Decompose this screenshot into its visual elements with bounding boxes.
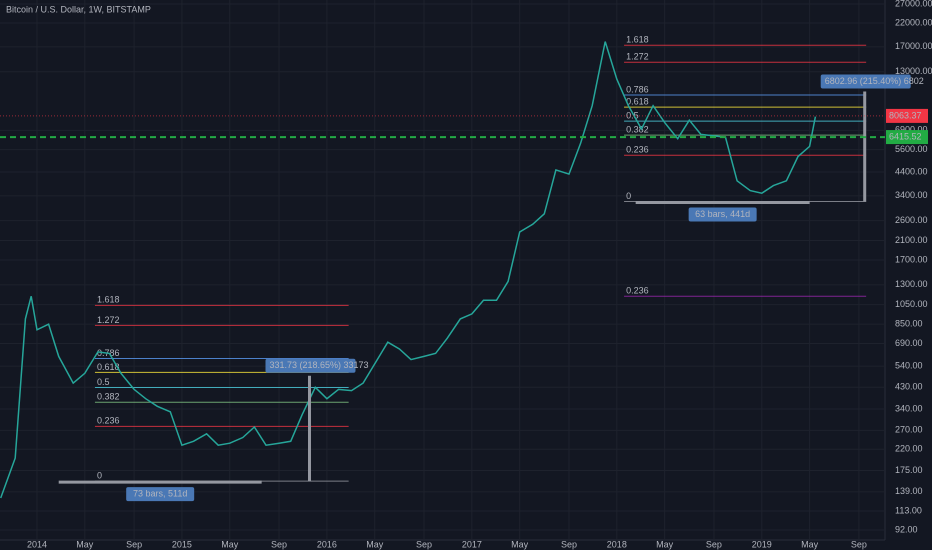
x-tick-label: May: [366, 539, 384, 549]
y-tick-label: 17000.00: [895, 41, 932, 51]
fib-label: 1.272: [97, 315, 120, 325]
fib-label: 0.236: [626, 145, 649, 155]
x-tick-label: May: [801, 539, 819, 549]
y-tick-label: 2100.00: [895, 235, 928, 245]
fib-label: 0.618: [626, 96, 649, 106]
x-tick-label: Sep: [126, 539, 142, 549]
fib-label: 0.5: [97, 377, 110, 387]
fib-label: 1.618: [97, 295, 120, 305]
y-tick-label: 540.00: [895, 361, 923, 371]
x-tick-label: 2018: [607, 539, 627, 549]
fib-label: 0.618: [97, 362, 120, 372]
x-tick-label: Sep: [706, 539, 722, 549]
y-tick-label: 3400.00: [895, 190, 928, 200]
y-tick-label: 4400.00: [895, 166, 928, 176]
y-tick-label: 113.00: [895, 505, 922, 515]
y-tick-label: 22000.00: [895, 17, 932, 27]
x-tick-label: 2014: [27, 539, 47, 549]
price-tag-label: 6415.52: [889, 131, 922, 141]
price-tag: [886, 108, 928, 123]
y-tick-label: 430.00: [895, 382, 923, 392]
x-tick-label: Sep: [851, 539, 867, 549]
y-tick-label: 270.00: [895, 425, 923, 435]
x-tick-label: 2019: [752, 539, 772, 549]
fib-label: 0.382: [97, 392, 120, 402]
fib-label: 0.382: [626, 125, 649, 135]
x-tick-label: May: [221, 539, 239, 549]
x-tick-label: May: [76, 539, 94, 549]
fib-label: 1.618: [626, 35, 649, 45]
y-tick-label: 92.00: [895, 524, 918, 534]
price-tag-label: 8063.37: [889, 110, 922, 120]
y-tick-label: 690.00: [895, 338, 923, 348]
y-tick-label: 5600.00: [895, 144, 928, 154]
price-line: [0, 41, 817, 499]
span-label: 63 bars, 441d: [695, 209, 750, 219]
x-tick-label: Sep: [416, 539, 432, 549]
chart-title: Bitcoin / U.S. Dollar, 1W, BITSTAMP: [6, 4, 151, 14]
x-tick-label: May: [511, 539, 529, 549]
y-tick-label: 2600.00: [895, 215, 928, 225]
fib-label: 1.272: [626, 52, 649, 62]
fib-label: 0: [626, 191, 631, 201]
x-tick-label: Sep: [271, 539, 287, 549]
span-label: 73 bars, 511d: [133, 489, 187, 499]
price-tag: [886, 130, 928, 145]
x-tick-label: 2015: [172, 539, 192, 549]
y-tick-label: 850.00: [895, 319, 923, 329]
x-tick-label: May: [656, 539, 674, 549]
y-tick-label: 340.00: [895, 403, 923, 413]
measure-box: [265, 358, 356, 373]
y-tick-label: 139.00: [895, 486, 923, 496]
x-tick-label: Sep: [561, 539, 577, 549]
fib-label: 0.236: [97, 416, 120, 426]
y-tick-label: 6900.00: [895, 125, 928, 135]
y-tick-label: 27000.00: [895, 0, 932, 8]
y-tick-label: 13000.00: [895, 66, 932, 76]
x-tick-label: 2016: [317, 539, 337, 549]
y-tick-label: 220.00: [895, 444, 923, 454]
y-tick-label: 1700.00: [895, 254, 928, 264]
y-tick-label: 1050.00: [895, 299, 928, 309]
fib-label: 0.236: [626, 286, 649, 296]
fib-label: 0: [97, 471, 102, 481]
y-tick-label: 175.00: [895, 465, 923, 475]
span-box: [126, 487, 195, 502]
measure-box: [820, 74, 911, 89]
fib-label: 0.786: [626, 84, 649, 94]
x-tick-label: 2017: [462, 539, 482, 549]
measure-label: 331.73 (218.65%) 33173: [269, 360, 368, 370]
y-tick-label: 1300.00: [895, 279, 928, 289]
fib-label: 0.5: [626, 111, 639, 121]
span-box: [688, 207, 757, 222]
measure-label: 6802.96 (215.40%) 6802: [825, 76, 924, 86]
